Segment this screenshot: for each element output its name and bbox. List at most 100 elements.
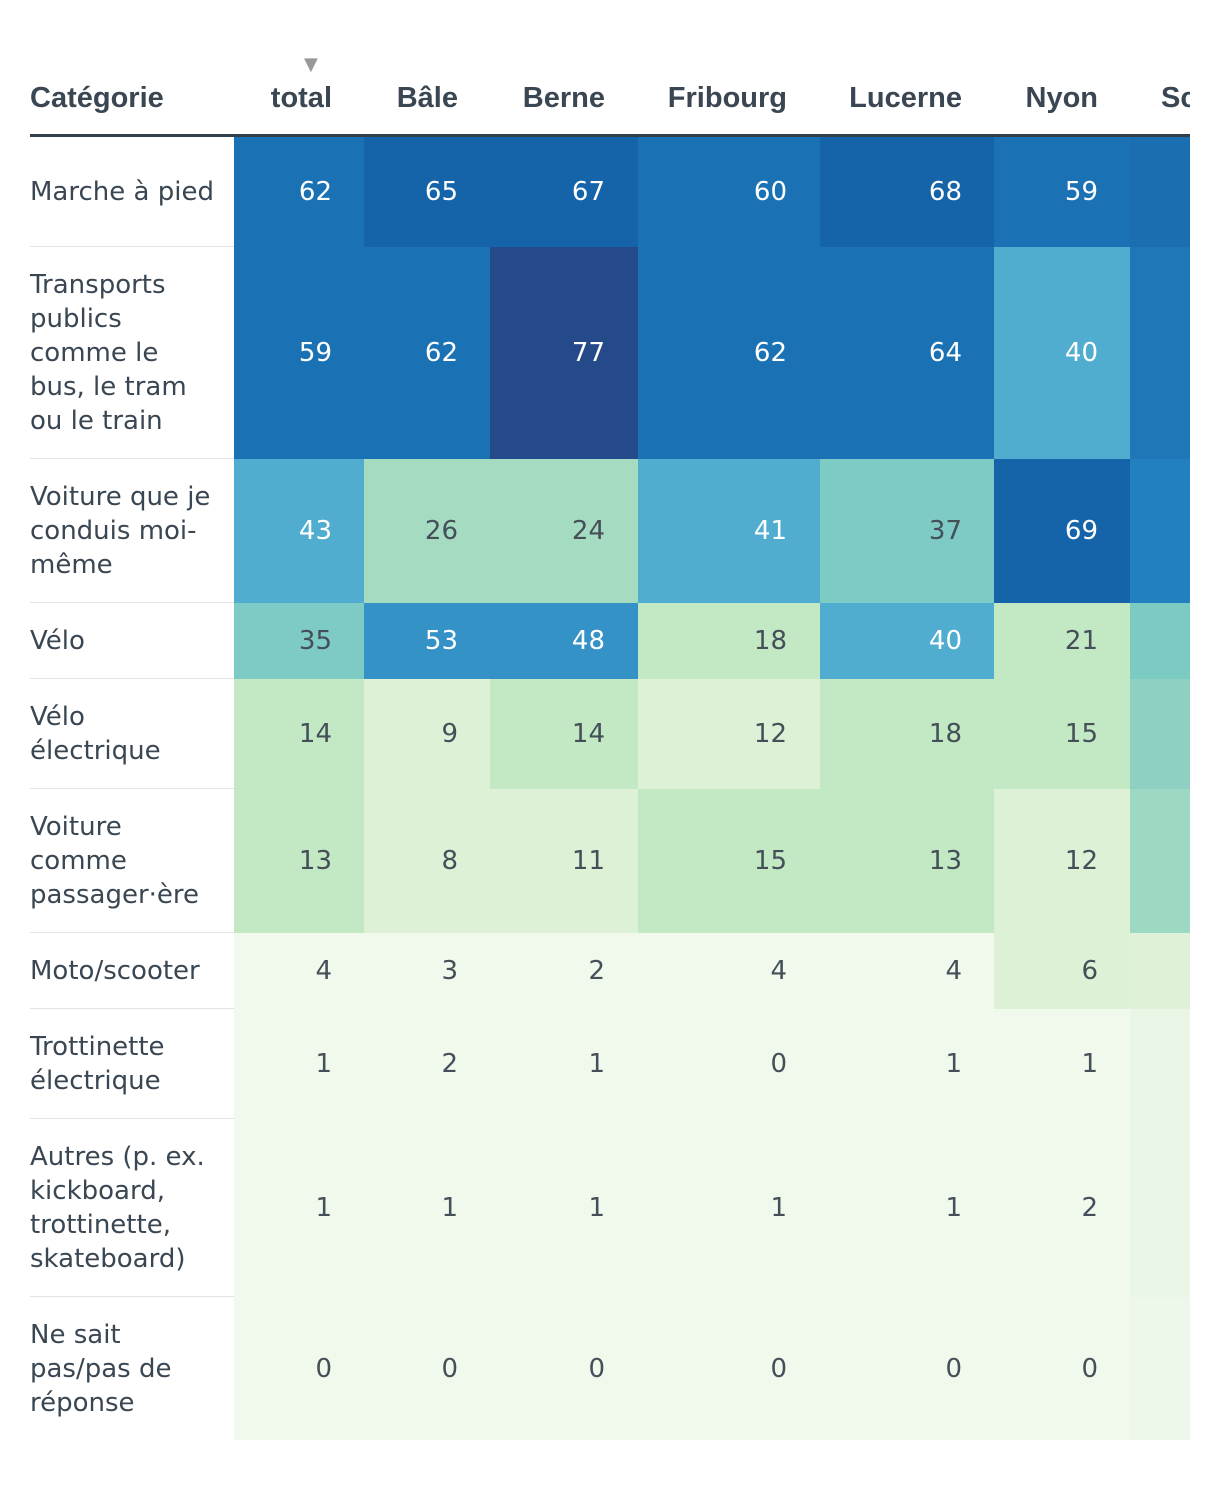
heatmap-cell: 69 xyxy=(994,459,1130,603)
heatmap-cell: 43 xyxy=(234,459,364,603)
heatmap-cell: 4 xyxy=(234,933,364,1009)
cell-value: 40 xyxy=(928,626,962,656)
cell-value: 13 xyxy=(928,846,962,876)
heatmap-cell: 77 xyxy=(490,247,638,459)
heatmap-cell: 0 xyxy=(364,1297,490,1440)
row-separator xyxy=(30,602,234,603)
column-header-0[interactable]: total xyxy=(270,82,332,114)
row-label-9: Ne sait pas/pas de réponse xyxy=(30,1319,172,1418)
cell-value: 35 xyxy=(298,626,332,656)
heatmap-cell: 14 xyxy=(234,679,364,789)
row-label-4: Vélo électrique xyxy=(30,702,161,766)
heatmap-cell: 62 xyxy=(234,137,364,247)
cell-value: 12 xyxy=(1064,846,1098,876)
cell-value: 62 xyxy=(298,177,332,207)
heatmap-cell: 53 xyxy=(364,603,490,679)
cell-value: 4 xyxy=(770,956,787,986)
heatmap-cell: 0 xyxy=(638,1009,820,1119)
cell-value: 40 xyxy=(1064,338,1098,368)
heatmap-cell: 41 xyxy=(638,459,820,603)
cell-value: 11 xyxy=(571,846,605,876)
cell-value: 59 xyxy=(1064,177,1098,207)
cell-value: 2 xyxy=(588,956,605,986)
column-header-3[interactable]: Fribourg xyxy=(667,82,787,114)
cell-value: 1 xyxy=(945,1193,962,1223)
heatmap-cell: 9 xyxy=(364,679,490,789)
heatmap-cell: 18 xyxy=(638,603,820,679)
heatmap-cell: 21 xyxy=(994,603,1130,679)
heatmap-cell: 2 xyxy=(490,933,638,1009)
cell-value: 64 xyxy=(928,338,962,368)
heatmap-cell: 65 xyxy=(364,137,490,247)
cell-value: 24 xyxy=(571,516,605,546)
cell-value: 1 xyxy=(315,1193,332,1223)
heatmap-cell: 59 xyxy=(234,247,364,459)
cell-value: 1 xyxy=(945,1049,962,1079)
cell-value: 68 xyxy=(928,177,962,207)
row-label-3: Vélo xyxy=(30,626,85,656)
cell-value: 1 xyxy=(770,1193,787,1223)
cell-value: 4 xyxy=(315,956,332,986)
heatmap-cell: 0 xyxy=(820,1297,994,1440)
heatmap-cell: 13 xyxy=(234,789,364,933)
heatmap-cell: 12 xyxy=(638,679,820,789)
cell-value: 59 xyxy=(298,338,332,368)
heatmap-cell: 1 xyxy=(234,1119,364,1297)
row-separator xyxy=(30,246,234,247)
heatmap-cell xyxy=(1130,603,1190,679)
cell-value: 37 xyxy=(928,516,962,546)
heatmap-cell: 1 xyxy=(994,1009,1130,1119)
heatmap-cell: 35 xyxy=(234,603,364,679)
column-header-5[interactable]: Nyon xyxy=(1025,82,1099,114)
cell-value: 67 xyxy=(571,177,605,207)
cell-value: 15 xyxy=(1064,719,1098,749)
cell-value: 41 xyxy=(753,516,787,546)
heatmap-cell: 1 xyxy=(638,1119,820,1297)
heatmap-cell xyxy=(1130,1119,1190,1297)
cell-value: 43 xyxy=(298,516,332,546)
heatmap-cell: 60 xyxy=(638,137,820,247)
cell-value: 48 xyxy=(571,626,605,656)
heatmap-cell: 4 xyxy=(638,933,820,1009)
row-label-0: Marche à pied xyxy=(30,177,214,207)
cell-value: 14 xyxy=(571,719,605,749)
cell-value: 4 xyxy=(945,956,962,986)
row-label-8: Autres (p. ex. kickboard, trottinette, s… xyxy=(30,1142,205,1274)
cell-value: 0 xyxy=(945,1353,962,1384)
heatmap-cell: 48 xyxy=(490,603,638,679)
row-label-5: Voiture comme passager·ère xyxy=(30,812,200,910)
heatmap-cell: 59 xyxy=(994,137,1130,247)
heatmap-cell: 12 xyxy=(994,789,1130,933)
column-header-2[interactable]: Berne xyxy=(522,82,605,114)
heatmap-cell: 3 xyxy=(364,933,490,1009)
heatmap-cell: 24 xyxy=(490,459,638,603)
row-label-6: Moto/scooter xyxy=(30,956,200,986)
heatmap-cell: 18 xyxy=(820,679,994,789)
cell-value: 2 xyxy=(441,1049,458,1079)
cell-value: 53 xyxy=(424,626,458,656)
heatmap-cell xyxy=(1130,1009,1190,1119)
cell-value: 69 xyxy=(1064,516,1098,546)
row-header: Catégorie xyxy=(30,82,164,114)
cell-value: 0 xyxy=(1081,1353,1098,1384)
column-header-1[interactable]: Bâle xyxy=(396,82,458,114)
heatmap-cell xyxy=(1130,247,1190,459)
heatmap-table: Catégorie total ▼ Bâle Berne Fribourg Lucerne N… xyxy=(30,54,1190,1440)
heatmap-cell: 40 xyxy=(820,603,994,679)
heatmap-cell: 64 xyxy=(820,247,994,459)
cell-value: 13 xyxy=(298,846,332,876)
heatmap-cell: 1 xyxy=(490,1119,638,1297)
column-header-6[interactable]: Sc xyxy=(1161,82,1190,114)
cell-value: 15 xyxy=(753,846,787,876)
row-separator xyxy=(30,1296,234,1297)
heatmap-cell: 13 xyxy=(820,789,994,933)
heatmap-cell: 8 xyxy=(364,789,490,933)
heatmap-cell xyxy=(1130,933,1190,1009)
heatmap-cell: 26 xyxy=(364,459,490,603)
cell-value: 77 xyxy=(571,338,605,368)
cell-value: 12 xyxy=(753,719,787,749)
heatmap-cell xyxy=(1130,789,1190,933)
heatmap-cell: 1 xyxy=(820,1119,994,1297)
column-header-4[interactable]: Lucerne xyxy=(849,82,962,114)
heatmap-cell: 1 xyxy=(820,1009,994,1119)
